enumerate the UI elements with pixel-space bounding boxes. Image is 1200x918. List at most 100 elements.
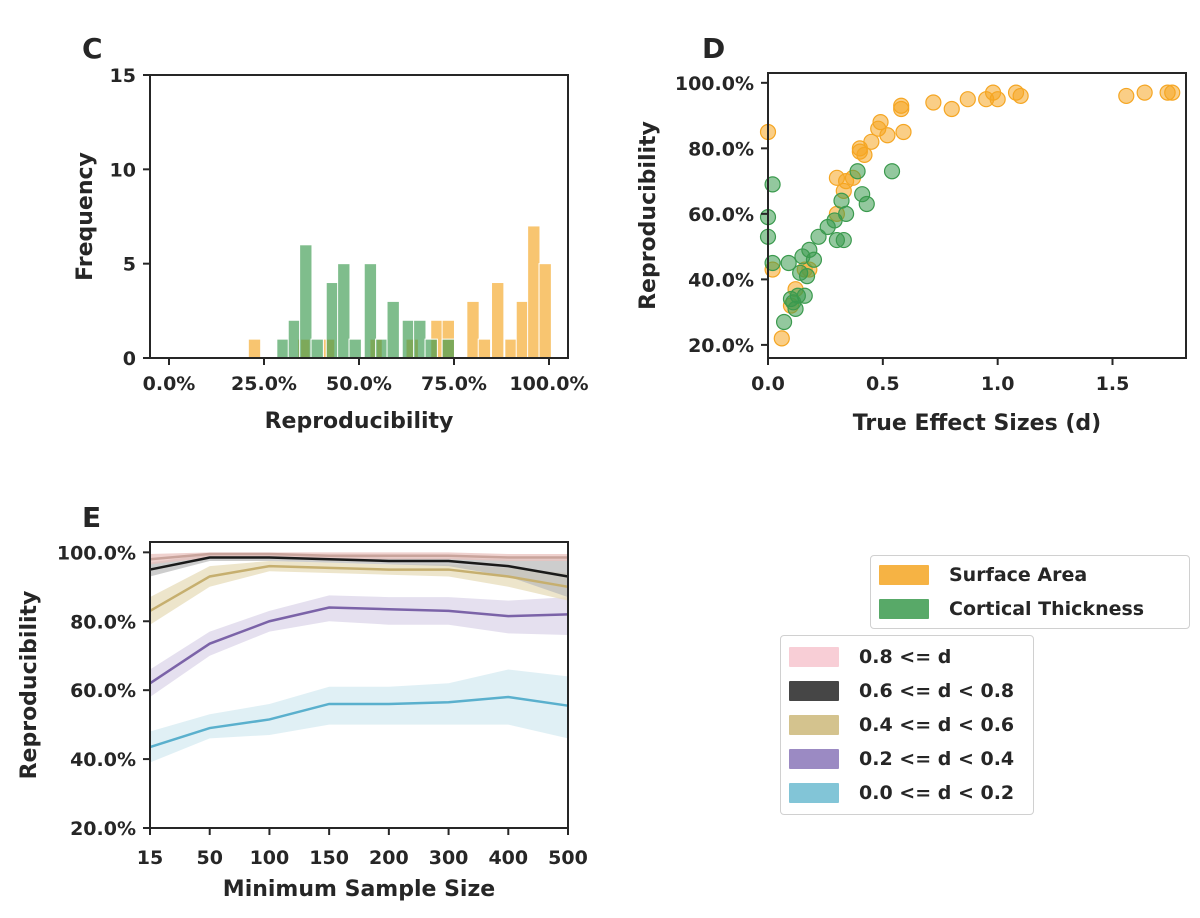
y-tick-label: 10 <box>110 159 136 181</box>
x-tick-label: 1.0 <box>981 373 1015 395</box>
y-tick-label: 5 <box>123 254 136 276</box>
x-tick-label: 0.5 <box>866 373 900 395</box>
hist-bar <box>299 244 313 359</box>
legend-label: 0.6 <= d < 0.8 <box>859 680 1015 702</box>
legend-entry: 0.0 <= d < 0.2 <box>789 776 1025 810</box>
hist-bar <box>477 338 492 359</box>
hist-bar <box>401 319 416 359</box>
scatter-point <box>1164 84 1181 101</box>
legend-entry: 0.6 <= d < 0.8 <box>789 674 1025 708</box>
scatter-point <box>895 123 912 141</box>
hist-bar <box>348 338 362 359</box>
hist-bar <box>504 338 518 359</box>
confidence-band <box>150 669 568 763</box>
x-axis-label: Reproducibility <box>265 409 454 434</box>
panel-label-c: C <box>82 32 103 65</box>
series-line <box>149 556 569 578</box>
y-axis-label: Frequency <box>73 152 98 281</box>
y-tick-label: 15 <box>110 65 136 87</box>
legend-entry: Surface Area <box>879 558 1181 592</box>
panel-c-histogram: 0.0% 25.0% 50.0% 75.0% 100.0% 0 5 10 15 Reproduci… <box>73 65 589 434</box>
legend-entry: Cortical Thickness <box>879 592 1181 626</box>
y-tick-label: 40.0% <box>688 269 754 291</box>
scatter-point <box>856 146 873 163</box>
x-tick-label: 100 <box>250 847 290 869</box>
y-tick-label: 60.0% <box>70 680 136 702</box>
legend-entry: 0.4 <= d < 0.6 <box>789 708 1025 742</box>
y-tick-label: 20.0% <box>688 335 754 357</box>
confidence-band <box>150 554 568 598</box>
legend-entry: 0.2 <= d < 0.4 <box>789 742 1025 776</box>
x-tick-label: 0.0% <box>143 373 196 395</box>
hist-bar <box>538 263 552 359</box>
y-tick-label: 0 <box>123 348 136 370</box>
hist-bar <box>424 338 438 359</box>
legend-swatch <box>789 749 839 769</box>
hist-bar <box>386 300 400 359</box>
x-tick-label: 50.0% <box>326 373 392 395</box>
legend-label: 0.8 <= d <box>859 646 952 668</box>
scatter-point <box>858 195 875 213</box>
confidence-band <box>150 560 568 625</box>
scatter-point <box>959 91 976 108</box>
scatter-point <box>810 228 827 245</box>
legend-swatch <box>789 783 839 803</box>
legend-label: 0.4 <= d < 0.6 <box>859 714 1015 736</box>
scatter-point <box>863 133 880 150</box>
scatter-point <box>780 254 797 272</box>
legend-label: 0.2 <= d < 0.4 <box>859 748 1015 770</box>
series-line <box>149 606 569 685</box>
series-line <box>149 564 569 612</box>
scatter-point <box>773 330 790 347</box>
scatter-point <box>893 97 910 114</box>
panel-e-lineplot: 15 50 100 150 200 300 400 500 20.0% 40.0% 60.0% 80.… <box>17 541 588 902</box>
legend-label: Surface Area <box>949 564 1088 586</box>
hist-bar <box>276 338 290 359</box>
legend-effect-size: 0.8 <= d 0.6 <= d < 0.8 0.4 <= d < 0.6 0.2 … <box>780 635 1034 815</box>
x-tick-label: 300 <box>429 847 469 869</box>
x-tick-label: 75.0% <box>421 373 487 395</box>
scatter-point <box>835 231 852 249</box>
scatter-point <box>943 100 960 118</box>
panel-d-frame <box>767 72 1187 359</box>
hist-bar <box>247 338 262 359</box>
x-tick-label: 150 <box>309 847 349 869</box>
x-tick-label: 100.0% <box>509 373 588 395</box>
hist-bar <box>310 338 324 359</box>
hist-bar <box>441 338 455 359</box>
legend-swatch <box>789 715 839 735</box>
scatter-point <box>837 205 855 222</box>
y-axis-label: Reproducibility <box>17 591 42 780</box>
confidence-band <box>150 595 568 698</box>
panel-label-d: D <box>702 32 725 65</box>
legend-label: Cortical Thickness <box>949 598 1145 620</box>
x-tick-label: 1.5 <box>1096 373 1130 395</box>
y-tick-label: 60.0% <box>688 204 754 226</box>
hist-bar <box>337 263 351 359</box>
y-tick-label: 100.0% <box>57 542 136 564</box>
scatter-point <box>796 287 813 304</box>
series-line <box>149 695 569 749</box>
scatter-point <box>883 163 901 180</box>
legend-swatch <box>879 599 929 619</box>
legend-swatch <box>789 681 839 701</box>
hist-bar <box>515 300 530 359</box>
legend-entry: 0.8 <= d <box>789 640 1025 674</box>
scatter-point <box>879 127 896 144</box>
y-axis-label: Reproducibility <box>636 121 661 310</box>
x-tick-label: 25.0% <box>231 373 297 395</box>
x-tick-label: 50 <box>196 847 222 869</box>
scatter-point <box>872 114 889 131</box>
hist-bar <box>466 300 480 359</box>
scatter-point <box>775 313 793 331</box>
x-tick-label: 0.0 <box>751 373 785 395</box>
x-tick-label: 400 <box>488 847 528 869</box>
panel-label-e: E <box>82 501 101 534</box>
y-tick-label: 40.0% <box>70 749 136 771</box>
scatter-point <box>989 91 1006 108</box>
scatter-point <box>805 251 823 268</box>
x-tick-label: 500 <box>548 847 588 869</box>
panel-d-scatter: 0.0 0.5 1.0 1.5 20.0% 40.0% 60.0% 80.0% 100.0% Tr… <box>636 72 1187 436</box>
scatter-point <box>798 268 816 285</box>
